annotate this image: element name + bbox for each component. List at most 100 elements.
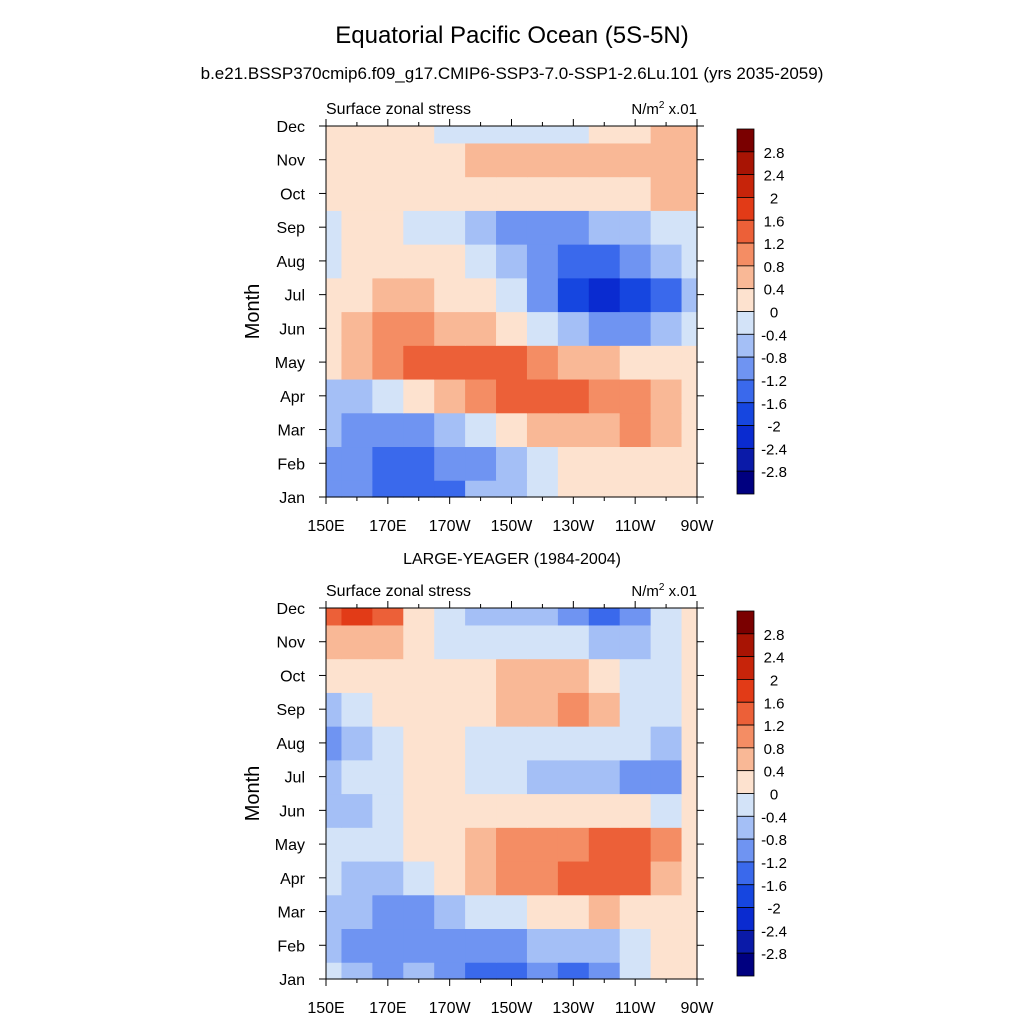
heatmap-cell: [434, 345, 466, 380]
heatmap-cell: [681, 244, 698, 279]
heatmap-cell: [372, 759, 404, 795]
heatmap-cell: [372, 277, 404, 313]
heatmap-cell: [650, 446, 683, 481]
heatmap-cell: [588, 345, 621, 380]
heatmap-cell: [434, 378, 466, 414]
heatmap-cell: [526, 277, 559, 313]
heatmap-cell: [588, 759, 621, 795]
heatmap-cell: [681, 126, 698, 144]
heatmap-cell: [588, 412, 621, 448]
x-tick-label: 150E: [307, 1000, 344, 1017]
heatmap-cell: [588, 378, 621, 414]
heatmap-cell: [403, 277, 435, 313]
heatmap-cell: [650, 962, 683, 980]
heatmap-cell: [465, 210, 497, 245]
main-title: Equatorial Pacific Ocean (5S-5N): [335, 22, 689, 49]
heatmap-cell: [526, 894, 559, 930]
heatmap-cell: [496, 345, 528, 380]
heatmap-cell: [326, 894, 343, 930]
colorbar-label: 2: [770, 190, 778, 207]
heatmap-cell: [403, 446, 435, 481]
heatmap-cell: [372, 446, 404, 481]
y-tick-label: Jul: [285, 770, 305, 787]
heatmap-cell: [341, 446, 373, 481]
colorbar-box: [736, 884, 755, 908]
heatmap-cell: [341, 962, 373, 980]
heatmap-cell: [496, 311, 528, 346]
heatmap-cell: [650, 142, 683, 178]
colorbar-label: -1.2: [761, 855, 787, 872]
colorbar-box: [736, 838, 755, 863]
heatmap-cell: [341, 793, 373, 828]
heatmap-cell: [619, 658, 652, 693]
heatmap-cell: [403, 962, 435, 980]
heatmap-cell: [557, 692, 590, 727]
heatmap-cell: [650, 244, 683, 279]
heatmap-cell: [650, 277, 683, 313]
colorbar-box: [736, 747, 755, 772]
heatmap-cell: [403, 142, 435, 178]
colorbar-box: [736, 793, 755, 817]
heatmap-cell: [341, 142, 373, 178]
heatmap-cell: [403, 480, 435, 498]
heatmap-cell: [650, 860, 683, 896]
heatmap-cell: [526, 412, 559, 448]
colorbar-box: [736, 679, 755, 703]
heatmap-cell: [681, 608, 698, 626]
heatmap-cell: [650, 480, 683, 498]
y-tick-label: Jan: [279, 490, 305, 507]
heatmap-cell: [557, 658, 590, 693]
heatmap-cell: [619, 480, 652, 498]
heatmap-cell: [403, 244, 435, 279]
y-tick-label: Jan: [279, 972, 305, 989]
heatmap-cell: [341, 894, 373, 930]
heatmap-cell: [372, 412, 404, 448]
colorbar-label: -1.6: [761, 878, 787, 895]
y-tick-label: Dec: [277, 601, 305, 618]
heatmap-cell: [557, 142, 590, 178]
heatmap-cell: [465, 378, 497, 414]
heatmap-cell: [681, 860, 698, 896]
heatmap-cell: [496, 176, 528, 211]
colorbar-box: [736, 770, 755, 794]
heatmap-cell: [619, 142, 652, 178]
colorbar-label: -1.6: [761, 396, 787, 413]
colorbar-box: [736, 952, 755, 977]
heatmap-cell: [341, 827, 373, 862]
heatmap-cell: [465, 446, 497, 481]
heatmap-cell: [434, 210, 466, 245]
heatmap-cell: [434, 692, 466, 727]
heatmap-cell: [372, 378, 404, 414]
heatmap-cell: [372, 126, 404, 144]
heatmap-cell: [341, 311, 373, 346]
heatmap-cell: [434, 412, 466, 448]
panel-1: Surface zonal stress N/m2 x.01 Jan Feb Mar Ap…: [242, 100, 787, 535]
heatmap-cell: [650, 210, 683, 245]
heatmap-cell: [496, 244, 528, 279]
heatmap-cell: [372, 658, 404, 693]
colorbar-box: [736, 174, 755, 198]
heatmap-cell: [681, 277, 698, 313]
heatmap-cell: [619, 378, 652, 414]
colorbar-box: [736, 447, 755, 472]
heatmap-cell: [465, 962, 497, 980]
heatmap-cell: [557, 624, 590, 660]
colorbar-box: [736, 907, 755, 931]
heatmap-cell: [326, 176, 343, 211]
heatmap-cell: [650, 126, 683, 144]
heatmap-cell: [681, 176, 698, 211]
heatmap-cell: [588, 793, 621, 828]
heatmap-cell: [526, 480, 559, 498]
colorbar-box: [736, 265, 755, 290]
heatmap-cell: [465, 894, 497, 930]
y-axis-label: Month: [242, 766, 264, 822]
variable-label: Surface zonal stress: [326, 583, 471, 600]
heatmap-cell: [465, 126, 497, 144]
heatmap-cell: [619, 210, 652, 245]
heatmap-cell: [526, 345, 559, 380]
heatmap-cell: [681, 480, 698, 498]
colorbar-box: [736, 333, 755, 358]
y-tick-label: Mar: [277, 423, 305, 440]
colorbar-label: 2.8: [764, 627, 785, 644]
colorbar-label: 0.8: [764, 741, 785, 758]
